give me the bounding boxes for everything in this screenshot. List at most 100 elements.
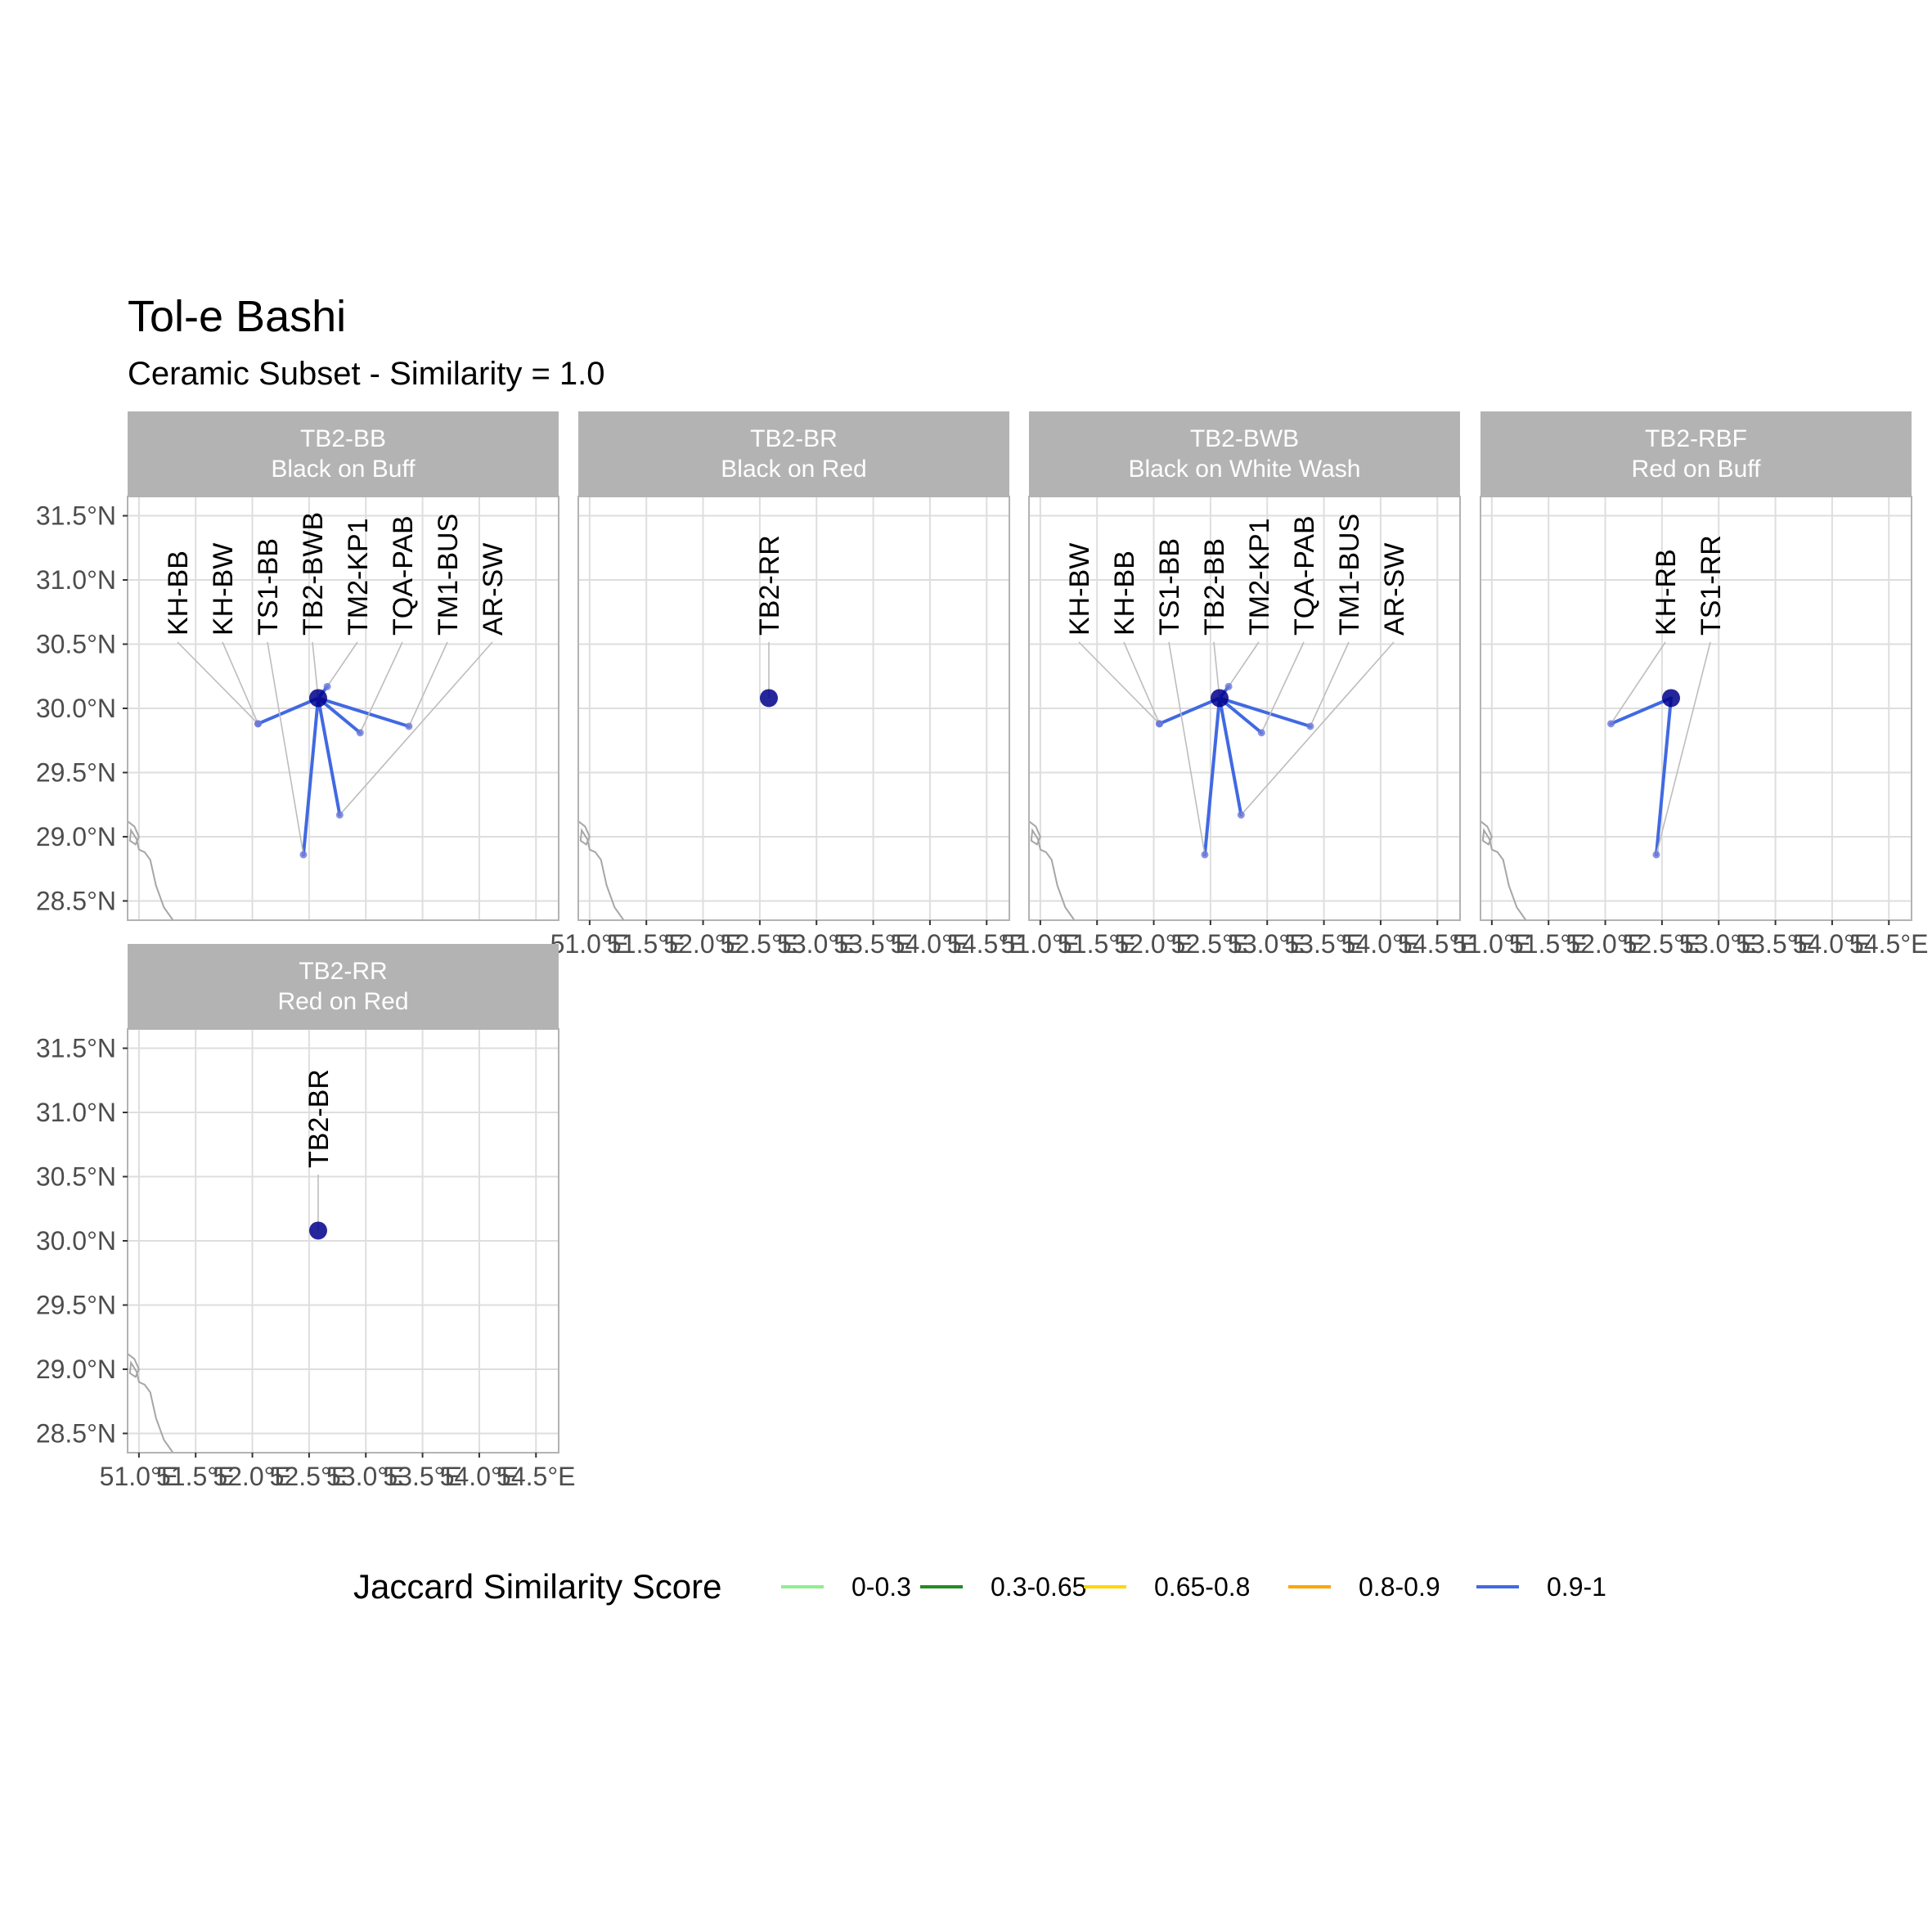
- y-tick-label: 31.5°N: [36, 1034, 116, 1063]
- site-label: TM1-BUS: [433, 514, 464, 636]
- node-point: [1606, 720, 1615, 728]
- edges: [1157, 685, 1312, 856]
- label-leader: [359, 641, 403, 734]
- node-point: [254, 720, 262, 728]
- x-tick-label: 52.5°E: [1623, 929, 1701, 959]
- edge-tqa: [316, 696, 362, 735]
- facet-strip-name: Black on White Wash: [1129, 456, 1361, 483]
- panel-border: [1480, 496, 1912, 921]
- chart-subtitle: Ceramic Subset - Similarity = 1.0: [128, 356, 605, 392]
- site-label: KH-RB: [1651, 549, 1682, 636]
- label-leader: [1228, 641, 1260, 687]
- node-point: [405, 722, 413, 730]
- site-label: TB2-BR: [303, 1069, 335, 1168]
- y-tick-label: 29.0°N: [36, 1355, 116, 1384]
- label-leader: [326, 641, 358, 687]
- edge-tqa: [1217, 696, 1264, 735]
- edge-tm2: [1217, 696, 1243, 817]
- x-tick-label: 51.0°E: [1001, 929, 1080, 959]
- y-tick-label: 29.5°N: [36, 757, 116, 787]
- x-tick-label: 53.0°E: [1228, 929, 1306, 959]
- x-tick-label: 53.0°E: [1679, 929, 1758, 959]
- facet-panel-tb2-rbf: TB2-RBF Red on Buff KH-RB TS1-RR 51.0°E51.5°…: [1453, 411, 1928, 959]
- legend-label-2: 0.65-0.8: [1154, 1572, 1250, 1602]
- focal-node: [308, 689, 327, 708]
- y-tick-label: 30.0°N: [36, 1226, 116, 1256]
- x-tick-label: 53.5°E: [1284, 929, 1363, 959]
- legend-label-1: 0.3-0.65: [991, 1572, 1086, 1602]
- x-tick-label: 52.0°E: [213, 1462, 291, 1491]
- facet-panel-tb2-rr: TB2-RR Red on Red TB2-BR 28.5°N 29.0°N 29.5°N…: [36, 944, 575, 1491]
- edge-kh: [1157, 696, 1221, 726]
- x-tick-label: 51.0°E: [100, 1462, 178, 1491]
- facet-strip: [128, 944, 559, 1029]
- x-tick-label: 54.5°E: [496, 1462, 575, 1491]
- facet-strip-name: Red on Buff: [1632, 456, 1762, 483]
- label-leader: [1123, 641, 1161, 725]
- x-tick-label: 53.5°E: [833, 929, 912, 959]
- label-leader: [177, 641, 259, 725]
- x-tick-label: 52.0°E: [1114, 929, 1193, 959]
- site-label: TQA-PAB: [388, 515, 419, 636]
- x-tick-label: 51.5°E: [607, 929, 685, 959]
- edges: [1609, 696, 1673, 856]
- node-point: [356, 729, 364, 737]
- label-leader: [1213, 641, 1220, 699]
- label-leader: [222, 641, 259, 725]
- x-tick-label: 54.5°E: [1849, 929, 1928, 959]
- node-point: [1257, 729, 1265, 737]
- legend-label-3: 0.8-0.9: [1359, 1572, 1440, 1602]
- x-tick-label: 52.0°E: [1566, 929, 1644, 959]
- site-label: TB2-RR: [754, 535, 785, 636]
- edges: [256, 685, 411, 856]
- x-tick-label: 51.0°E: [1453, 929, 1531, 959]
- x-tick-label: 52.5°E: [1171, 929, 1250, 959]
- site-label: KH-BB: [163, 550, 194, 636]
- facet-strip-name: Black on Buff: [271, 456, 416, 483]
- site-label: TS1-BB: [1154, 538, 1185, 636]
- label-leader: [1310, 641, 1350, 727]
- y-tick-label: 28.5°N: [36, 1418, 116, 1448]
- site-label: TQA-PAB: [1289, 515, 1320, 636]
- y-tick-label: 30.5°N: [36, 1162, 116, 1192]
- site-label: TM2-KP1: [1244, 518, 1275, 636]
- x-tick-label: 51.5°E: [156, 1462, 235, 1491]
- x-tick-label: 52.5°E: [721, 929, 799, 959]
- facet-strip-name: Red on Red: [277, 988, 408, 1015]
- facet-strip: [128, 411, 559, 496]
- label-leader: [267, 641, 304, 856]
- site-label: KH-BB: [1109, 550, 1140, 636]
- coastline: [1028, 820, 1076, 921]
- x-tick-label: 52.5°E: [270, 1462, 348, 1491]
- x-tick-label: 53.0°E: [777, 929, 856, 959]
- y-tick-label: 31.0°N: [36, 1098, 116, 1127]
- facet-strip: [578, 411, 1009, 496]
- coastline: [127, 820, 174, 921]
- facet-strip: [1480, 411, 1912, 496]
- y-tick-label: 30.0°N: [36, 694, 116, 723]
- site-label: TB2-BWB: [298, 512, 329, 636]
- x-tick-label: 54.5°E: [1398, 929, 1476, 959]
- node-point: [299, 851, 308, 859]
- edge-tm1: [1217, 696, 1312, 728]
- site-label: TM2-KP1: [343, 518, 374, 636]
- edge-ts1: [301, 696, 320, 856]
- facet-panel-tb2-bwb: TB2-BWB Black on White Wash KH-BW KH-BB TS1-…: [1001, 411, 1476, 959]
- chart-title: Tol-e Bashi: [128, 292, 346, 341]
- facet-strip-id: TB2-BWB: [1190, 425, 1299, 452]
- x-tick-label: 53.5°E: [1736, 929, 1814, 959]
- site-label: TS1-BB: [253, 538, 284, 636]
- label-leader: [1240, 641, 1395, 815]
- legend-items: 0-0.3 0.3-0.65 0.65-0.8 0.8-0.9 0.9-1: [781, 1572, 1606, 1602]
- focal-node: [1661, 689, 1680, 708]
- node-point: [1652, 851, 1660, 859]
- legend-label-4: 0.9-1: [1547, 1572, 1606, 1602]
- x-tick-label: 53.5°E: [383, 1462, 461, 1491]
- site-label: TB2-BB: [1199, 538, 1230, 636]
- x-tick-label: 51.5°E: [1058, 929, 1136, 959]
- facet-panel-tb2-br: TB2-BR Black on Red TB2-RR 51.0°E51.5°E52.0…: [550, 411, 1026, 959]
- edge-kh: [256, 696, 320, 726]
- node-point: [1237, 811, 1245, 819]
- label-leader: [1168, 641, 1206, 856]
